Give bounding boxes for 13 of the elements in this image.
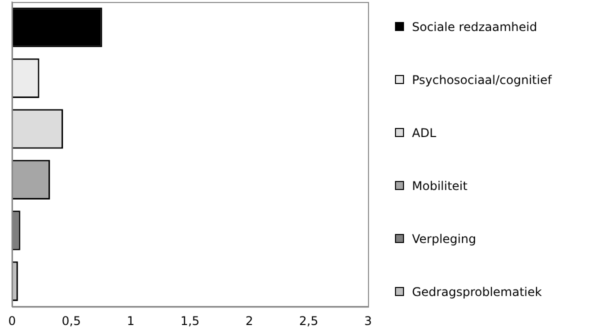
x-tick-label: 2,5 [299, 314, 318, 328]
legend-label: ADL [412, 126, 436, 140]
x-tick-label: 0,5 [62, 314, 81, 328]
legend-label: Verpleging [412, 232, 476, 246]
legend-label: Psychosociaal/cognitief [412, 72, 552, 86]
legend-label: Sociale redzaamheid [412, 20, 538, 34]
legend-label: Mobiliteit [412, 178, 468, 192]
x-tick-label: 1,5 [180, 314, 200, 328]
x-tick-label: 0 [8, 314, 16, 328]
x-tick-label: 1 [126, 314, 134, 328]
x-tick-label: 3 [364, 314, 372, 328]
x-tick-label: 2 [246, 314, 254, 328]
legend-label: Gedragsproblematiek [412, 284, 542, 298]
